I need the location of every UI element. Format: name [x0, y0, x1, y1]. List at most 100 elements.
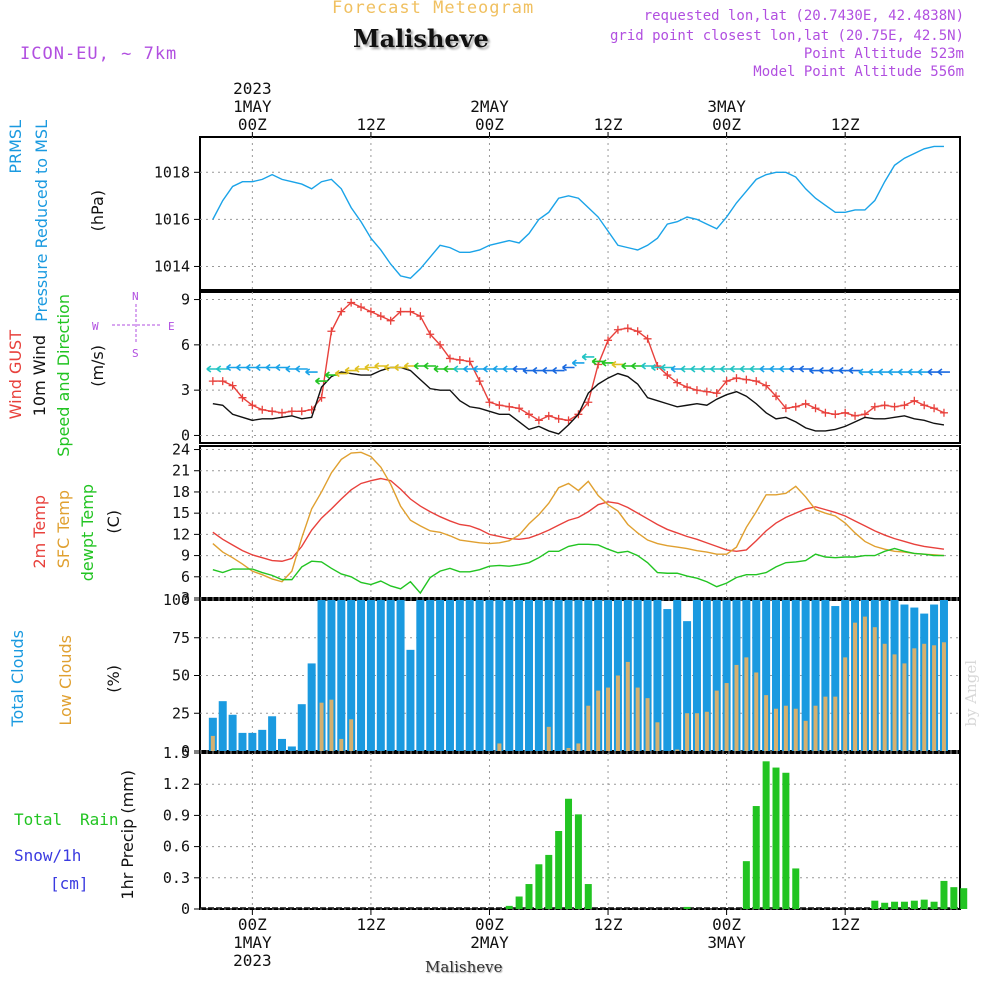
- low-cloud-bar: [685, 713, 690, 751]
- low-cloud-bar: [744, 657, 749, 751]
- total-cloud-bar: [781, 600, 790, 751]
- wind-arrow: [394, 363, 407, 372]
- low-cloud-bar: [862, 616, 867, 751]
- t2m-line: [212, 477, 945, 562]
- total-cloud-bar: [307, 663, 316, 751]
- rain-bar: [900, 901, 908, 909]
- gust-marker: [357, 303, 366, 312]
- gust-marker: [544, 411, 553, 420]
- gust-marker: [525, 410, 534, 419]
- rain-label-rain: Rain: [80, 810, 119, 829]
- snow-unit: [cm]: [50, 874, 89, 893]
- gust-marker: [831, 410, 840, 419]
- low-cloud-bar: [694, 713, 699, 751]
- top-time-label: 2MAY: [470, 97, 509, 116]
- wind-arrow: [354, 365, 368, 373]
- low-cloud-bar: [339, 738, 344, 751]
- gust-marker: [515, 404, 524, 413]
- total-cloud-bar: [722, 600, 731, 751]
- low-cloud-bar: [793, 708, 798, 751]
- total-cloud-bar: [445, 600, 454, 751]
- rain-bar: [742, 861, 750, 909]
- y-tick-label: 0.9: [163, 806, 190, 824]
- gust-marker: [900, 401, 909, 410]
- gust-marker: [791, 402, 800, 411]
- rain-bar: [792, 868, 800, 909]
- top-time-label: 3MAY: [707, 97, 746, 116]
- gust-marker: [406, 307, 415, 316]
- low-cloud-bar: [783, 705, 788, 751]
- gust-marker: [485, 398, 494, 407]
- total-cloud-bar: [436, 600, 445, 751]
- low-cloud-bar: [922, 643, 927, 751]
- rain-bar: [772, 767, 780, 909]
- bottom-time-label: 1MAY: [233, 933, 272, 952]
- total-cloud-bar: [208, 717, 217, 751]
- y-tick-label: 50: [172, 667, 190, 685]
- low-cloud-bar: [655, 722, 660, 751]
- rain-bar: [940, 880, 948, 909]
- total-cloud-bar: [604, 600, 613, 751]
- gust-marker: [584, 398, 593, 407]
- panel-frame: [199, 445, 961, 599]
- wind-arrow: [848, 366, 862, 375]
- pressure-line: [212, 145, 944, 279]
- total-cloud-bar: [515, 600, 524, 751]
- rain-bar: [565, 798, 573, 909]
- rain-bar: [891, 901, 899, 909]
- low-cloud-bar: [497, 743, 502, 751]
- top-time-label: 00Z: [712, 115, 741, 134]
- gust-marker: [534, 416, 543, 425]
- low-cloud-bar: [576, 743, 581, 751]
- total-cloud-bar: [544, 600, 553, 751]
- total-cloud-bar: [406, 649, 415, 751]
- total-cloud-bar: [347, 600, 356, 751]
- gust-marker: [781, 404, 790, 413]
- wind-arrow: [641, 362, 654, 370]
- gust-marker: [772, 392, 781, 401]
- wind-arrow: [512, 365, 526, 373]
- rain-bar: [555, 831, 563, 909]
- low-cloud-bar: [210, 735, 215, 751]
- total-cloud-bar: [455, 600, 464, 751]
- gust-marker: [732, 374, 741, 383]
- rain-bar: [960, 888, 968, 909]
- low-cloud-bar: [764, 695, 769, 751]
- gust-marker: [920, 401, 929, 410]
- compass-e: E: [168, 320, 175, 333]
- location-title: Malisheve: [353, 24, 489, 53]
- gust-marker: [258, 405, 267, 414]
- rain-bar: [752, 806, 760, 909]
- compass-w: W: [92, 320, 99, 333]
- gust-marker: [851, 411, 860, 420]
- total-cloud-bar: [268, 716, 277, 751]
- y-tick-label: 25: [172, 704, 190, 722]
- model-altitude: Model Point Altitude 556m: [753, 64, 964, 80]
- total-cloud-bar: [376, 600, 385, 751]
- total-cloud-bar: [317, 600, 326, 751]
- y-tick-label: 24: [172, 441, 190, 459]
- gust-marker: [692, 386, 701, 395]
- gust-marker: [396, 307, 405, 316]
- wind-arrow: [581, 353, 595, 361]
- rain-bar: [782, 772, 790, 909]
- y-tick-label: 3: [181, 381, 190, 399]
- total-cloud-bar: [228, 714, 237, 751]
- rain-bar: [930, 901, 938, 909]
- low-cloud-bar: [941, 642, 946, 751]
- wind-arrow: [275, 363, 289, 372]
- bottom-time-label: 2023: [233, 951, 272, 970]
- footer-location: Malisheve: [425, 958, 503, 976]
- snow-label: Snow/1h: [14, 846, 82, 865]
- gust-marker: [347, 298, 356, 307]
- wind-arrow: [601, 359, 615, 367]
- gust-marker: [722, 377, 731, 386]
- gust-marker: [762, 381, 771, 390]
- low-cloud-bar: [675, 749, 680, 751]
- rain-bar: [525, 884, 533, 909]
- gust-marker: [505, 402, 514, 411]
- total-cloud-bar: [594, 600, 603, 751]
- gust-marker: [327, 327, 336, 336]
- y-tick-label: 15: [172, 504, 190, 522]
- low-cloud-bar: [853, 622, 858, 751]
